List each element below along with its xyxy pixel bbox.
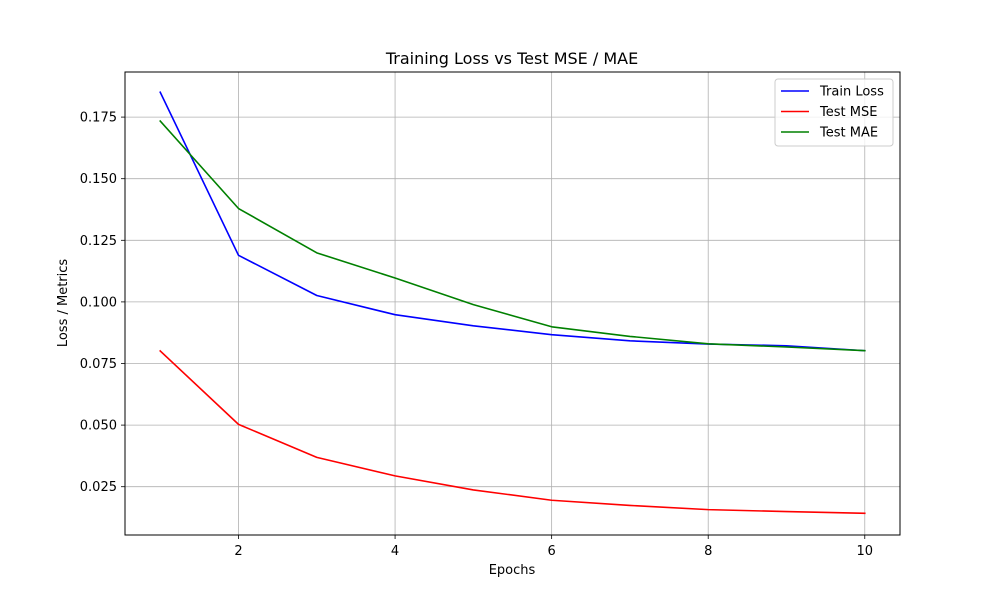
y-tick-label: 0.025: [80, 480, 117, 495]
x-tick-label: 8: [704, 544, 712, 559]
y-tick-label: 0.075: [80, 357, 117, 372]
x-tick-label: 6: [548, 544, 556, 559]
y-tick-label: 0.125: [80, 234, 117, 249]
legend-label-test-mae: Test MAE: [819, 126, 878, 141]
x-tick-label: 2: [234, 544, 242, 559]
plot-frame: [124, 71, 901, 536]
y-tick-label: 0.150: [80, 172, 117, 187]
legend-label-train-loss: Train Loss: [819, 85, 884, 100]
axis-ticks: 2 4 6 8 10 0.025 0.050 0.075 0.100 0.125 0.150 0.17…: [80, 111, 873, 559]
series-line-test-mse: [159, 349, 866, 515]
legend-box: [774, 78, 894, 147]
series-line-test-mae: [159, 119, 866, 352]
series-lines: [159, 91, 866, 515]
x-tick-label: 4: [391, 544, 399, 559]
x-axis-label: Epochs: [489, 563, 536, 578]
chart-title: Training Loss vs Test MSE / MAE: [385, 49, 638, 68]
legend: Train Loss Test MSE Test MAE: [774, 78, 894, 147]
y-tick-label: 0.100: [80, 295, 117, 310]
grid: [125, 72, 900, 535]
y-axis-label: Loss / Metrics: [56, 259, 71, 348]
y-tick-label: 0.050: [80, 419, 117, 434]
x-tick-label: 10: [856, 544, 873, 559]
legend-label-test-mse: Test MSE: [819, 105, 877, 120]
y-tick-label: 0.175: [80, 111, 117, 126]
